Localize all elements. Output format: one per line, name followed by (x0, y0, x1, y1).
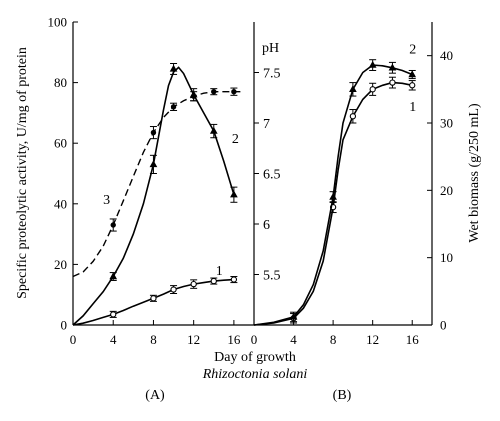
series-3-point (150, 129, 157, 136)
series-2-line (72, 66, 235, 326)
panel-a-y-ticks: 0 20 40 60 80 100 (48, 15, 78, 333)
series-2-point (230, 190, 238, 198)
panel-b-y-axis-title: Wet biomass (g/250 mL) (467, 103, 482, 243)
series-2-point (169, 64, 178, 72)
biomass-tick-label: 40 (440, 48, 453, 63)
x-tick-label: 16 (406, 332, 420, 347)
y-tick-label: 80 (54, 75, 67, 90)
ph-axis-title: pH (262, 41, 279, 56)
x-tick-label: 4 (290, 332, 297, 347)
series-1-point (170, 286, 177, 293)
x-tick-label: 12 (366, 332, 379, 347)
x-tick-label: 16 (227, 332, 241, 347)
series-3-point (190, 93, 197, 99)
panel-a-y-axis-title: Specific proteolytic activity, U/mg of p… (15, 47, 30, 299)
organism-subtitle: Rhizoctonia solani (202, 367, 308, 382)
series-3-point (231, 88, 237, 95)
ph-tick-label: 6 (263, 218, 270, 233)
x-tick-label: 8 (150, 332, 157, 347)
series-2-point (149, 160, 158, 168)
x-tick-label: 12 (187, 332, 200, 347)
series-1-point (389, 79, 396, 86)
ph-tick-label: 6.5 (263, 168, 281, 183)
y-tick-label: 40 (54, 196, 67, 211)
series-1-line (253, 81, 413, 326)
biomass-tick-label: 10 (440, 250, 453, 265)
series-2-point (329, 192, 337, 200)
series-1-label: 1 (216, 264, 223, 279)
series-2-point (368, 60, 377, 68)
biomass-tick-label: 0 (440, 318, 447, 333)
y-tick-label: 100 (48, 15, 68, 30)
ph-tick-label: 7 (263, 117, 270, 132)
biomass-tick-label: 20 (440, 183, 453, 198)
x-tick-label: 0 (70, 332, 77, 347)
series-1-point (349, 113, 357, 120)
series-3-point (211, 88, 217, 95)
series-1-point (409, 82, 416, 89)
series-2-point (209, 126, 218, 134)
series-1-label: 1 (409, 100, 416, 115)
x-tick-label: 4 (110, 332, 117, 347)
series-2-point (109, 272, 118, 280)
panel-b-marks: 12 (253, 43, 417, 326)
x-tick-label: 0 (251, 332, 258, 347)
series-2-point (388, 63, 397, 71)
panel-b-x-ticks: 0 4 8 12 16 (251, 320, 419, 347)
series-3-label: 3 (103, 193, 110, 208)
series-2-point (349, 85, 357, 93)
ph-tick-label: 7.5 (263, 67, 281, 82)
x-tick-label: 8 (330, 332, 337, 347)
panel-a-marks: 1 2 3 (72, 63, 244, 326)
panel-b-y-ticks: 0 10 20 30 40 (427, 48, 453, 333)
panel-b-label: (B) (333, 388, 352, 403)
series-2-line (253, 64, 413, 326)
panel-a-label: (A) (145, 388, 165, 403)
panel-b-ph-ticks: 5.5 6 6.5 7 7.5 (254, 67, 281, 284)
panel-a-x-ticks: 0 4 8 12 16 (70, 320, 241, 347)
series-2-label: 2 (232, 132, 239, 147)
y-tick-label: 60 (54, 136, 67, 151)
biomass-tick-label: 30 (440, 116, 453, 131)
series-1-point (230, 276, 238, 283)
series-1-line (72, 278, 234, 326)
series-1-point (150, 295, 157, 302)
y-tick-label: 0 (61, 318, 68, 333)
series-3-point (170, 104, 177, 110)
y-tick-label: 20 (54, 257, 67, 272)
series-1-point (190, 280, 197, 288)
series-1-point (369, 86, 376, 93)
series-1-point (210, 277, 217, 285)
ph-tick-label: 5.5 (263, 269, 281, 284)
x-axis-title: Day of growth (214, 350, 296, 365)
series-2-point (408, 70, 417, 78)
series-1-point (110, 311, 117, 318)
series-2-point (289, 312, 298, 320)
series-3-line (72, 91, 244, 278)
series-2-label: 2 (409, 43, 416, 58)
series-3-point (110, 222, 116, 228)
